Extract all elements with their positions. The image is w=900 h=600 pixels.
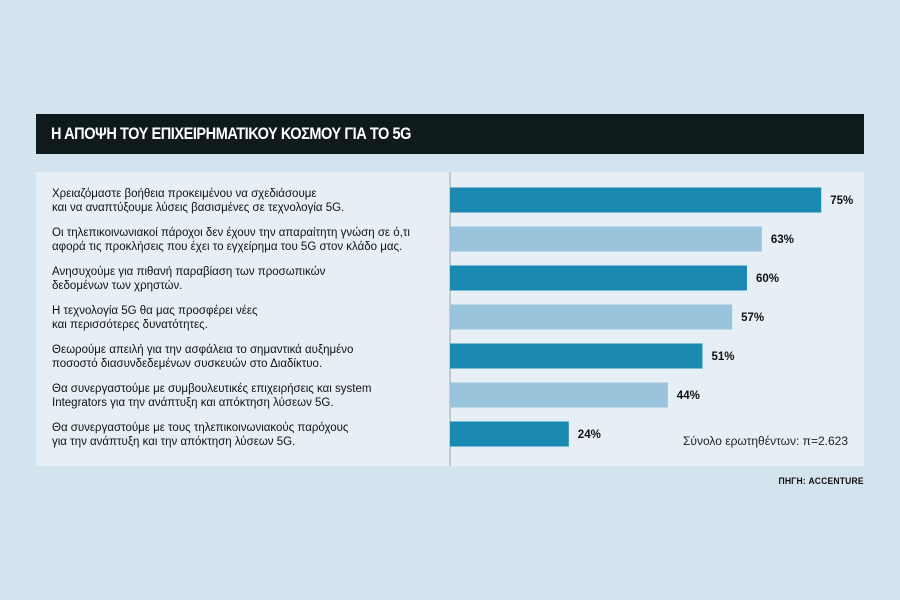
category-label-line: Integrators για την ανάπτυξη και απόκτησ…: [52, 397, 334, 409]
category-label: Θα συνεργαστούμε με συμβουλευτικές επιχε…: [52, 383, 371, 409]
bar: [450, 265, 747, 291]
bar-value-label: 44%: [677, 390, 700, 402]
category-label-line: Ανησυχούμε για πιθανή παραβίαση των προσ…: [52, 266, 326, 278]
bar-rows: 75% Χρειαζόμαστε βοήθεια προκειμένου να σ…: [52, 187, 853, 448]
bar: [450, 226, 762, 252]
bar-value-label: 63%: [771, 234, 794, 246]
bar-value-label: 57%: [741, 312, 764, 324]
category-label: Θεωρούμε απειλή για την ασφάλεια το σημα…: [52, 344, 353, 370]
sample-size-note: Σύνολο ερωτηθέντων: π=2.623: [683, 434, 848, 448]
category-label-line: για την ανάπτυξη και την απόκτηση λύσεων…: [52, 436, 295, 448]
bar-value-label: 51%: [711, 351, 734, 363]
category-label: Η τεχνολογία 5G θα μας προσφέρει νέες και…: [52, 305, 258, 331]
category-label: Ανησυχούμε για πιθανή παραβίαση των προσ…: [52, 266, 326, 292]
bar-value-label: 24%: [578, 429, 601, 441]
bar: [450, 382, 668, 408]
bar-chart: 75% Χρειαζόμαστε βοήθεια προκειμένου να σ…: [52, 172, 853, 466]
category-label-line: Θα συνεργαστούμε με τους τηλεπικοινωνιακ…: [52, 422, 349, 434]
chart-title: Η ΑΠΟΨΗ ΤΟΥ ΕΠΙΧΕΙΡΗΜΑΤΙΚΟΥ ΚΟΣΜΟΥ ΓΙΑ Τ…: [51, 125, 411, 143]
category-label-line: αφορά τις προκλήσεις που έχει το εγχείρη…: [52, 241, 402, 253]
bar-value-label: 75%: [830, 195, 853, 207]
category-label-line: Χρειαζόμαστε βοήθεια προκειμένου να σχεδ…: [52, 188, 316, 200]
category-label-line: Οι τηλεπικοινωνιακοί πάροχοι δεν έχουν τ…: [52, 227, 410, 239]
category-label-line: και να αναπτύξουμε λύσεις βασισμένες σε …: [52, 202, 344, 214]
category-label: Οι τηλεπικοινωνιακοί πάροχοι δεν έχουν τ…: [52, 227, 410, 253]
category-label-line: ποσοστό διασυνδεδεμένων συσκευών στο Δια…: [52, 358, 322, 370]
category-label-line: δεδομένων των χρηστών.: [52, 280, 182, 292]
chart-panel: 75% Χρειαζόμαστε βοήθεια προκειμένου να σ…: [36, 172, 864, 466]
category-label: Θα συνεργαστούμε με τους τηλεπικοινωνιακ…: [52, 422, 349, 448]
category-label: Χρειαζόμαστε βοήθεια προκειμένου να σχεδ…: [52, 188, 344, 214]
chart-title-bar: Η ΑΠΟΨΗ ΤΟΥ ΕΠΙΧΕΙΡΗΜΑΤΙΚΟΥ ΚΟΣΜΟΥ ΓΙΑ Τ…: [36, 114, 864, 154]
bar: [450, 421, 569, 447]
category-label-line: Η τεχνολογία 5G θα μας προσφέρει νέες: [52, 305, 258, 317]
bar-value-label: 60%: [756, 273, 779, 285]
category-label-line: Θεωρούμε απειλή για την ασφάλεια το σημα…: [52, 344, 353, 356]
bar: [450, 304, 733, 330]
category-label-line: και περισσότερες δυνατότητες.: [52, 319, 208, 331]
bar: [450, 343, 703, 369]
source-credit: ΠΗΓΗ: ACCENTURE: [778, 476, 864, 487]
bar: [450, 187, 822, 213]
category-label-line: Θα συνεργαστούμε με συμβουλευτικές επιχε…: [52, 383, 371, 395]
